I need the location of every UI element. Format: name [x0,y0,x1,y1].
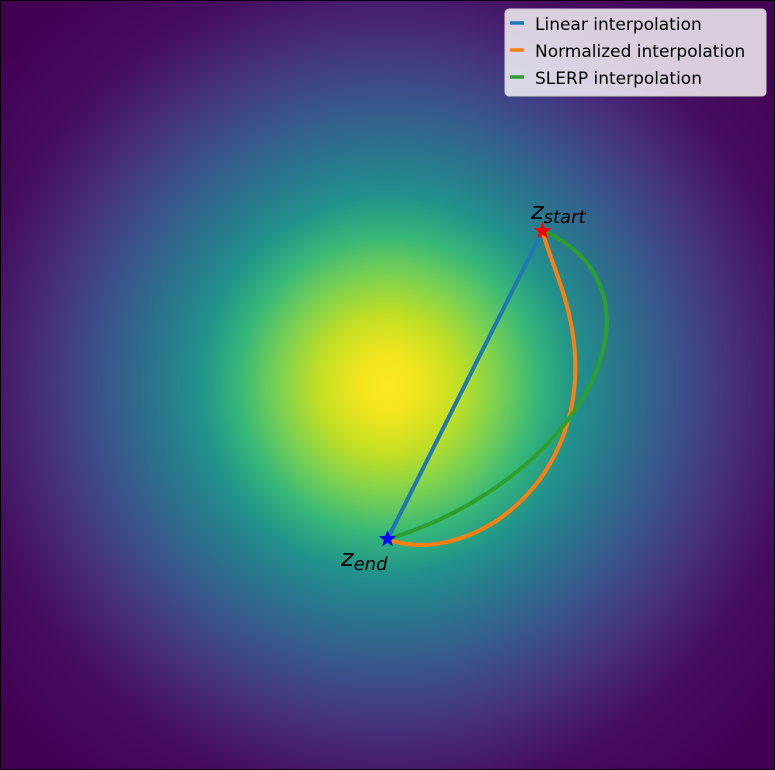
start-point-star-icon [533,222,552,239]
start-label-subscript: start [544,207,587,228]
start-label-symbol: z [530,197,545,225]
series-layer [385,229,609,547]
legend-label-normalized: Normalized interpolation [535,42,745,62]
end-point-label: zend [340,544,388,575]
marker-layer [378,222,552,547]
series-line-slerp [385,229,609,541]
legend-label-linear: Linear interpolation [535,15,702,35]
end-label-symbol: z [340,544,355,572]
legend: Linear interpolation Normalized interpol… [504,8,767,97]
series-line-linear [385,229,545,541]
end-label-subscript: end [354,554,388,575]
legend-box [504,8,767,97]
end-point-star-icon [378,530,397,547]
start-point-label: zstart [530,197,586,228]
series-line-normalized [385,229,578,547]
legend-label-slerp: SLERP interpolation [535,69,702,89]
